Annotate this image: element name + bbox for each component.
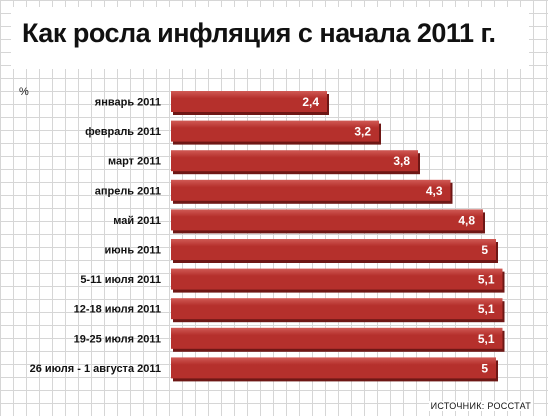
bar — [171, 268, 503, 290]
bar — [171, 150, 418, 172]
source-note: ИСТОЧНИК: РОССТАТ — [428, 401, 533, 411]
bar — [171, 357, 496, 379]
bars-layer: январь 2011 2,4 февраль 2011 3,2 март 2011 3,… — [30, 91, 505, 382]
title-panel — [11, 7, 529, 69]
bar — [171, 179, 451, 201]
value-label: 4,3 — [426, 184, 443, 198]
category-label: 12-18 июля 2011 — [74, 304, 161, 316]
bar — [171, 120, 379, 142]
category-label: март 2011 — [108, 156, 161, 168]
value-label: 5,1 — [478, 332, 495, 346]
bar — [171, 298, 503, 320]
category-label: февраль 2011 — [85, 126, 161, 138]
bar — [171, 239, 496, 260]
value-label: 5,1 — [478, 302, 495, 316]
value-label: 4,8 — [458, 213, 475, 227]
value-label: 5 — [481, 361, 488, 375]
category-label: апрель 2011 — [95, 185, 161, 197]
value-label: 3,8 — [393, 154, 410, 168]
chart-title: Как росла инфляция с начала 2011 г. — [22, 18, 496, 48]
category-label: 26 июля - 1 августа 2011 — [30, 363, 161, 375]
category-label: 5-11 июля 2011 — [80, 274, 161, 286]
category-label: 19-25 июля 2011 — [74, 333, 161, 345]
category-label: май 2011 — [113, 215, 161, 227]
unit-label: % — [19, 86, 29, 98]
category-label: июнь 2011 — [105, 245, 161, 257]
value-label: 2,4 — [302, 95, 319, 109]
bar — [171, 209, 483, 231]
bar — [171, 327, 503, 349]
value-label: 5 — [481, 243, 488, 257]
value-label: 5,1 — [478, 273, 495, 287]
category-label: январь 2011 — [95, 97, 161, 109]
bar — [171, 91, 327, 112]
value-label: 3,2 — [354, 125, 371, 139]
